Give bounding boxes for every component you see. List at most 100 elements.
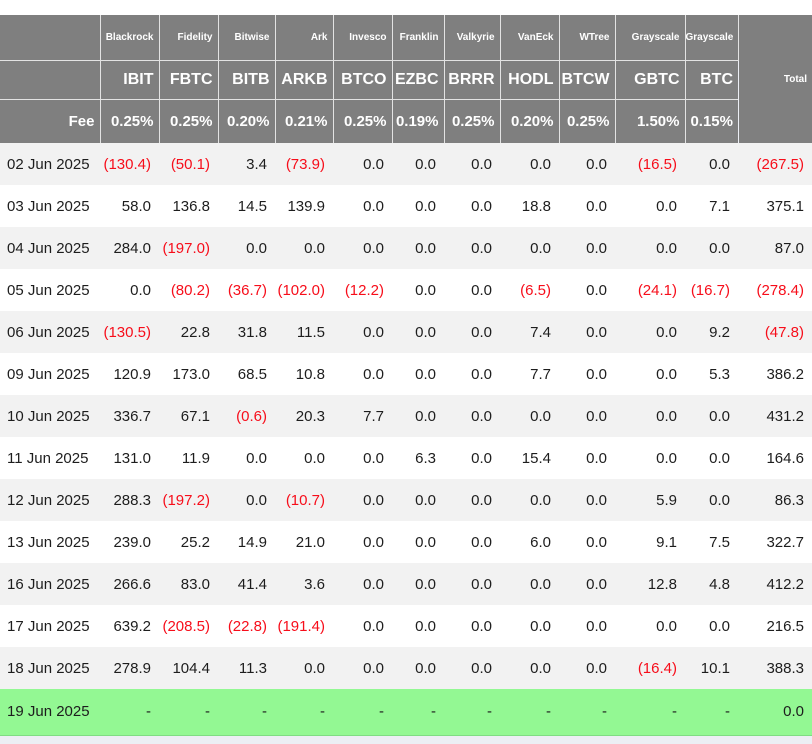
- flow-value: 10.1: [685, 647, 738, 689]
- fee-value-cell: 0.25%: [159, 99, 219, 143]
- flow-value: 0.0: [500, 227, 559, 269]
- table-row: 12 Jun 2025 288.3 (197.2) 0.0 (10.7) 0.0 0.0 0.…: [0, 479, 812, 521]
- flow-value: 0.0: [500, 395, 559, 437]
- flow-value: (208.5): [159, 605, 218, 647]
- row-date: 12 Jun 2025: [0, 479, 100, 521]
- row-date: 18 Jun 2025: [0, 647, 100, 689]
- flow-value: 11.9: [159, 437, 218, 479]
- issuer-header: Blackrock: [100, 15, 160, 61]
- ticker-row: IBIT FBTC BITB ARKB BTCO EZBC BRRR HODL BTCW GBTC…: [0, 60, 812, 100]
- flow-value: (197.0): [159, 227, 218, 269]
- flow-value: 0.0: [444, 479, 500, 521]
- ticker-header: BTC: [685, 60, 738, 100]
- flow-value: 0.0: [559, 521, 615, 563]
- ticker-header: BRRR: [444, 60, 501, 100]
- table-row: 04 Jun 2025 284.0 (197.0) 0.0 0.0 0.0 0.0 0.0 0.…: [0, 227, 812, 269]
- flow-value: 25.2: [159, 521, 218, 563]
- flow-value: 639.2: [100, 605, 159, 647]
- flow-value: 0.0: [559, 395, 615, 437]
- row-date: 02 Jun 2025: [0, 143, 100, 185]
- table-row: 05 Jun 2025 0.0 (80.2) (36.7) (102.0) (12.2) 0…: [0, 269, 812, 311]
- fee-value-cell: 0.20%: [218, 99, 276, 143]
- row-total: (267.5): [738, 143, 812, 185]
- fee-row: Fee 0.25% 0.25% 0.20% 0.21% 0.25% 0.19% 0.25% 0…: [0, 99, 812, 143]
- table-row: 16 Jun 2025 266.6 83.0 41.4 3.6 0.0 0.0 0.0 0.0 0…: [0, 563, 812, 605]
- row-total: 164.6: [738, 437, 812, 479]
- issuer-row: Blackrock Fidelity Bitwise Ark Invesco Frankl…: [0, 15, 812, 143]
- issuer-header: Franklin: [392, 15, 445, 61]
- issuer-header: Ark: [275, 15, 334, 61]
- flow-value: 120.9: [100, 353, 159, 395]
- flow-value: 0.0: [444, 311, 500, 353]
- flow-value: 0.0: [444, 185, 500, 227]
- flow-value: 266.6: [100, 563, 159, 605]
- flow-value: 0.0: [685, 605, 738, 647]
- flow-value: 0.0: [333, 353, 392, 395]
- row-date: 05 Jun 2025: [0, 269, 100, 311]
- row-date: 17 Jun 2025: [0, 605, 100, 647]
- flow-value: -: [685, 689, 738, 736]
- row-date: 19 Jun 2025: [0, 689, 100, 736]
- flow-value: 0.0: [333, 647, 392, 689]
- ticker-header: GBTC: [615, 60, 686, 100]
- flow-value: 0.0: [275, 647, 333, 689]
- flow-value: 136.8: [159, 185, 218, 227]
- flow-value: (16.4): [615, 647, 685, 689]
- flow-value: 7.1: [685, 185, 738, 227]
- flow-value: 0.0: [392, 647, 444, 689]
- flow-value: 0.0: [500, 143, 559, 185]
- flow-value: 58.0: [100, 185, 159, 227]
- flow-value: 0.0: [559, 311, 615, 353]
- flow-value: 0.0: [392, 185, 444, 227]
- row-total: 386.2: [738, 353, 812, 395]
- flow-value: 6.0: [500, 521, 559, 563]
- flow-value: 0.0: [333, 437, 392, 479]
- corner-cell: [0, 60, 101, 100]
- flow-value: 41.4: [218, 563, 275, 605]
- row-total: (278.4): [738, 269, 812, 311]
- flow-value: 0.0: [392, 143, 444, 185]
- flow-value: 0.0: [559, 353, 615, 395]
- flow-value: 0.0: [392, 605, 444, 647]
- flow-value: 0.0: [333, 605, 392, 647]
- table-row: 13 Jun 2025 239.0 25.2 14.9 21.0 0.0 0.0 0.0 6.0…: [0, 521, 812, 563]
- flow-value: 0.0: [333, 479, 392, 521]
- row-total: 0.0: [738, 689, 812, 736]
- flow-value: 0.0: [333, 521, 392, 563]
- flow-value: 0.0: [392, 563, 444, 605]
- flow-value: 0.0: [559, 143, 615, 185]
- row-date: 04 Jun 2025: [0, 227, 100, 269]
- flow-value: 12.8: [615, 563, 685, 605]
- flow-value: 0.0: [392, 227, 444, 269]
- row-total: 388.3: [738, 647, 812, 689]
- flow-value: 0.0: [444, 605, 500, 647]
- row-date: 11 Jun 2025: [0, 437, 100, 479]
- issuer-header: VanEck: [500, 15, 560, 61]
- flow-value: 0.0: [615, 227, 685, 269]
- flow-value: 5.9: [615, 479, 685, 521]
- flow-value: 68.5: [218, 353, 275, 395]
- flow-value: 7.7: [333, 395, 392, 437]
- table-row: 17 Jun 2025 639.2 (208.5) (22.8) (191.4) 0.0 0…: [0, 605, 812, 647]
- row-total: 86.3: [738, 479, 812, 521]
- flow-value: 67.1: [159, 395, 218, 437]
- flow-value: 83.0: [159, 563, 218, 605]
- flow-value: 0.0: [444, 395, 500, 437]
- fee-value-cell: 0.25%: [559, 99, 616, 143]
- flow-value: 0.0: [685, 143, 738, 185]
- ticker-header: FBTC: [159, 60, 219, 100]
- flow-value: 5.3: [685, 353, 738, 395]
- table-header: Blackrock Fidelity Bitwise Ark Invesco Frankl…: [0, 15, 812, 143]
- flow-value: (191.4): [275, 605, 333, 647]
- flow-value: 3.4: [218, 143, 275, 185]
- row-date: 06 Jun 2025: [0, 311, 100, 353]
- etf-flows-table: Blackrock Fidelity Bitwise Ark Invesco Frankl…: [0, 15, 812, 736]
- ticker-header: BTCW: [559, 60, 616, 100]
- flow-value: 0.0: [444, 143, 500, 185]
- flow-value: 0.0: [559, 269, 615, 311]
- ticker-header: ARKB: [275, 60, 334, 100]
- row-total: 216.5: [738, 605, 812, 647]
- flow-value: 0.0: [500, 605, 559, 647]
- flow-value: -: [218, 689, 275, 736]
- flow-value: 0.0: [444, 437, 500, 479]
